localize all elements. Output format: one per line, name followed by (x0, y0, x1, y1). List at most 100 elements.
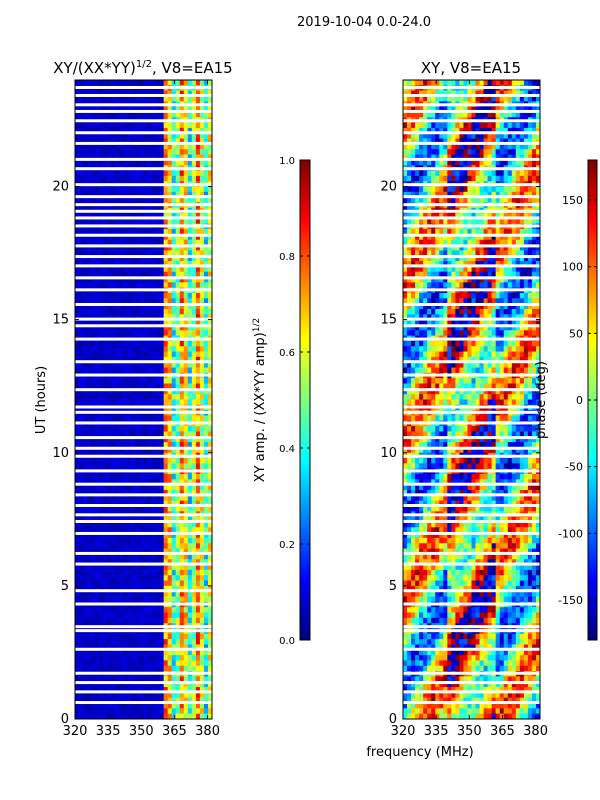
heatmap-cell (95, 388, 100, 395)
heatmap-cell (415, 80, 420, 86)
heatmap-cell (111, 255, 116, 262)
heatmap-cell (459, 197, 465, 204)
heatmap-cell (139, 298, 145, 305)
heatmap-cell (151, 490, 157, 496)
heatmap-cell (159, 250, 165, 257)
heatmap-cell (103, 516, 108, 523)
heatmap-cell (127, 356, 133, 363)
heatmap-cell (187, 708, 193, 715)
heatmap-cell (75, 159, 80, 166)
heatmap-cell (163, 191, 169, 198)
heatmap-cell (139, 388, 145, 395)
heatmap-cell (207, 80, 212, 86)
heatmap-cell (475, 175, 481, 182)
heatmap-cell (463, 149, 469, 156)
heatmap-cell (147, 191, 153, 198)
heatmap-cell (523, 106, 529, 113)
heatmap-cell (91, 250, 96, 257)
heatmap-cell (83, 261, 88, 267)
heatmap-cell (127, 330, 133, 337)
heatmap-cell (199, 255, 205, 262)
heatmap-cell (199, 175, 205, 182)
heatmap-cell (163, 569, 169, 576)
heatmap-cell (199, 479, 205, 486)
heatmap-cell (483, 149, 489, 156)
heatmap-cell (527, 138, 533, 145)
heatmap-cell (103, 159, 108, 166)
heatmap-cell (143, 143, 149, 150)
phase-heatmap (403, 80, 540, 719)
heatmap-cell (175, 649, 181, 656)
heatmap-cell (531, 186, 537, 193)
heatmap-cell (79, 186, 84, 193)
heatmap-cell (91, 282, 96, 289)
heatmap-cell (527, 133, 533, 140)
heatmap-cell (183, 692, 189, 699)
heatmap-cell (87, 697, 92, 704)
heatmap-cell (207, 500, 212, 507)
heatmap-cell (179, 255, 185, 262)
heatmap-cell (167, 639, 173, 646)
heatmap-cell (127, 340, 133, 347)
heatmap-cell (159, 649, 165, 656)
heatmap-cell (155, 676, 161, 683)
heatmap-cell (119, 655, 124, 662)
heatmap-cell (467, 149, 473, 156)
heatmap-cell (455, 191, 461, 198)
heatmap-cell (167, 90, 173, 97)
heatmap-cell (191, 319, 197, 326)
heatmap-cell (187, 548, 193, 555)
heatmap-cell (183, 330, 189, 337)
heatmap-cell (127, 681, 133, 688)
heatmap-cell (207, 197, 212, 204)
heatmap-cell (75, 239, 80, 246)
heatmap-cell (111, 655, 116, 662)
heatmap-cell (79, 245, 84, 251)
heatmap-cell (207, 356, 212, 363)
colorbar-tick-label: 1.0 (279, 156, 295, 167)
heatmap-cell (199, 234, 205, 241)
heatmap-cell (115, 537, 120, 544)
heatmap-cell (95, 569, 100, 576)
heatmap-cell (203, 708, 209, 715)
heatmap-cell (499, 90, 505, 97)
data-gap-band (75, 203, 212, 207)
heatmap-cell (131, 255, 137, 262)
heatmap-cell (411, 191, 416, 198)
heatmap-cell (95, 458, 100, 464)
heatmap-cell (179, 154, 185, 161)
heatmap-cell (83, 426, 88, 433)
heatmap-cell (115, 362, 120, 369)
heatmap-cell (191, 580, 197, 587)
heatmap-cell (147, 175, 153, 182)
heatmap-cell (75, 633, 80, 640)
heatmap-cell (83, 633, 88, 640)
heatmap-cell (75, 191, 80, 198)
heatmap-cell (87, 245, 92, 251)
heatmap-cell (115, 591, 120, 598)
heatmap-cell (107, 703, 112, 709)
heatmap-cell (79, 442, 84, 449)
heatmap-cell (183, 229, 189, 236)
heatmap-cell (163, 143, 169, 150)
heatmap-cell (163, 426, 169, 433)
heatmap-cell (91, 655, 96, 662)
heatmap-cell (179, 596, 185, 603)
heatmap-cell (155, 591, 161, 598)
heatmap-cell (191, 351, 197, 358)
heatmap-cell (139, 537, 145, 544)
heatmap-cell (411, 127, 416, 134)
heatmap-cell (191, 138, 197, 145)
heatmap-cell (135, 617, 141, 624)
data-gap-band (75, 131, 212, 135)
heatmap-cell (131, 308, 137, 315)
heatmap-cell (155, 266, 161, 273)
heatmap-cell (151, 175, 157, 182)
heatmap-cell (143, 245, 149, 251)
heatmap-cell (203, 713, 209, 719)
heatmap-cell (483, 143, 489, 150)
heatmap-cell (207, 436, 212, 443)
heatmap-cell (483, 138, 489, 145)
heatmap-cell (123, 687, 128, 693)
heatmap-cell (143, 399, 149, 406)
